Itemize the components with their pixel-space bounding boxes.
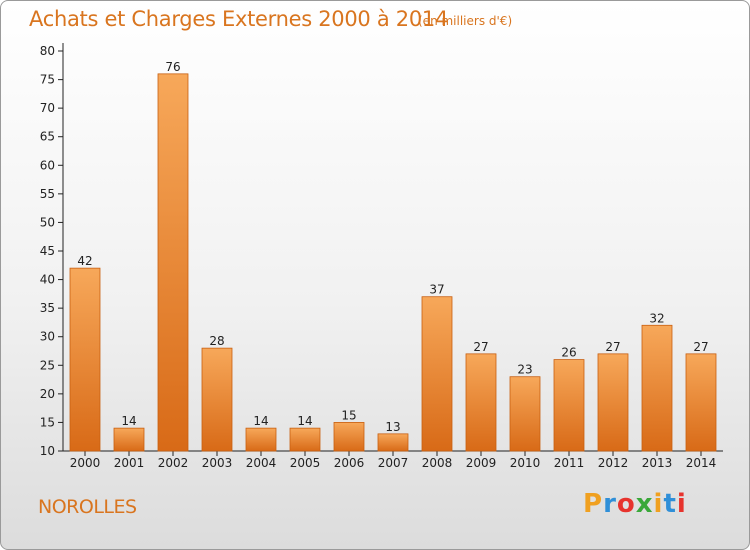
x-tick-label: 2000: [70, 456, 101, 470]
y-tick-label: 50: [40, 215, 55, 229]
y-tick-label: 30: [40, 330, 55, 344]
chart-title: Achats et Charges Externes 2000 à 2014: [29, 7, 449, 31]
x-tick-label: 2012: [598, 456, 629, 470]
logo-letter: r: [603, 489, 617, 519]
y-tick-label: 35: [40, 301, 55, 315]
bar-value-label: 14: [121, 414, 136, 428]
bar: [245, 427, 277, 452]
proxiti-logo: Proxiti: [583, 489, 687, 519]
bar: [465, 353, 497, 452]
x-tick-label: 2006: [334, 456, 365, 470]
y-tick-label: 45: [40, 244, 55, 258]
bar-value-label: 27: [693, 340, 708, 354]
x-tick-label: 2007: [378, 456, 409, 470]
bar-value-label: 26: [561, 346, 576, 360]
x-tick-label: 2014: [686, 456, 717, 470]
bar: [597, 353, 629, 452]
chart-bars: 42 14 76 28 14 14 15 13 37 27 23 26 27 32 27: [69, 60, 717, 452]
bar-value-label: 15: [341, 408, 356, 422]
y-tick-label: 60: [40, 158, 55, 172]
chart-axes: 10 15 20 25 30 35 40 45 50 55 60 65 70 75 80 2000 2001 20…: [40, 43, 723, 470]
bar: [685, 353, 717, 452]
logo-letter: P: [583, 489, 604, 519]
bar-value-label: 13: [385, 420, 400, 434]
bar: [157, 73, 189, 452]
y-tick-label: 70: [40, 101, 55, 115]
y-tick-label: 75: [40, 73, 55, 87]
x-tick-label: 2002: [158, 456, 189, 470]
bar-value-label: 14: [297, 414, 312, 428]
bar-value-label: 27: [473, 340, 488, 354]
bar: [333, 422, 365, 452]
y-tick-label: 80: [40, 44, 55, 58]
bar-value-label: 37: [429, 283, 444, 297]
bar-value-label: 27: [605, 340, 620, 354]
x-tick-label: 2011: [554, 456, 585, 470]
x-tick-label: 2001: [114, 456, 145, 470]
bar-value-label: 76: [165, 60, 180, 74]
bar-value-label: 23: [517, 363, 532, 377]
bar-value-label: 32: [649, 311, 664, 325]
x-tick-label: 2005: [290, 456, 321, 470]
logo-letter: i: [653, 489, 664, 519]
x-tick-label: 2004: [246, 456, 277, 470]
bar: [553, 359, 585, 452]
logo-letter: i: [676, 489, 687, 519]
y-tick-label: 15: [40, 415, 55, 429]
logo-letter: o: [616, 489, 636, 519]
bar: [69, 267, 101, 452]
bar-value-label: 14: [253, 414, 268, 428]
logo-letter: t: [663, 489, 677, 519]
y-tick-label: 10: [40, 444, 55, 458]
x-tick-label: 2009: [466, 456, 497, 470]
bar: [421, 296, 453, 452]
town-name: NOROLLES: [38, 496, 137, 518]
chart-subtitle: (en milliers d'€): [418, 14, 513, 28]
bar-value-label: 42: [77, 254, 92, 268]
x-tick-label: 2003: [202, 456, 233, 470]
bar: [113, 427, 145, 452]
bar: [641, 324, 673, 452]
logo-letter: x: [635, 489, 654, 519]
x-tick-label: 2013: [642, 456, 673, 470]
x-tick-label: 2010: [510, 456, 541, 470]
y-tick-label: 40: [40, 273, 55, 287]
y-tick-label: 25: [40, 358, 55, 372]
bar: [377, 433, 409, 452]
bar-value-label: 28: [209, 334, 224, 348]
y-tick-label: 65: [40, 130, 55, 144]
bar: [509, 376, 541, 452]
bar: [289, 427, 321, 452]
x-tick-label: 2008: [422, 456, 453, 470]
bar: [201, 347, 233, 452]
y-tick-label: 55: [40, 187, 55, 201]
y-tick-label: 20: [40, 387, 55, 401]
